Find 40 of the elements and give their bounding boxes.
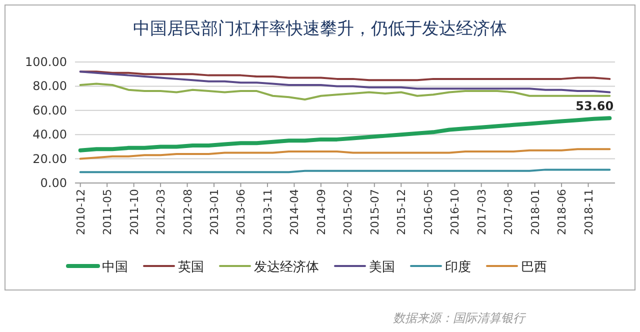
legend-label: 美国 — [369, 259, 395, 275]
y-tick-label: 80.00 — [32, 79, 67, 94]
x-tick-label: 2011-05 — [101, 189, 114, 235]
x-tick-label: 2016-05 — [422, 189, 435, 235]
y-tick-label: 0.00 — [40, 176, 67, 190]
x-tick-label: 2013-01 — [208, 189, 222, 235]
x-tick-label: 2017-08 — [502, 189, 516, 235]
x-tick-label: 2018-01 — [528, 189, 542, 235]
x-tick-label: 2017-03 — [475, 189, 488, 235]
x-tick-label: 2018-06 — [556, 189, 569, 235]
line-series — [79, 70, 611, 94]
x-tick-label: 2015-02 — [342, 189, 355, 235]
legend-label: 中国 — [102, 260, 128, 275]
y-tick-label: 20.00 — [32, 152, 67, 166]
annotation: 53.60 — [576, 99, 614, 114]
x-tick-label: 2013-06 — [234, 189, 248, 235]
legend-label: 英国 — [178, 260, 204, 275]
x-tick-label: 2018-11 — [582, 189, 596, 235]
source-note: 数据来源：国际清算银行 — [393, 311, 527, 325]
chart-title: 中国居民部门杠杆率快速攀升，仍低于发达经济体 — [133, 19, 507, 39]
legend-label: 发达经济体 — [254, 260, 319, 275]
line-series — [79, 148, 611, 160]
x-tick-label: 2011-10 — [128, 189, 141, 235]
x-tick-label: 2010-12 — [74, 189, 88, 235]
x-tick-label: 2013-11 — [261, 189, 274, 235]
x-tick-label: 2014-09 — [314, 189, 328, 235]
x-tick-label: 2012-03 — [154, 189, 168, 235]
line-series — [79, 70, 611, 82]
x-tick-label: 2015-12 — [395, 189, 408, 235]
x-tick-label: 2016-10 — [448, 189, 462, 235]
y-tick-label: 60.00 — [32, 103, 67, 118]
y-tick-label: 40.00 — [32, 128, 67, 142]
legend-label: 印度 — [445, 259, 471, 275]
line-series — [78, 116, 612, 152]
x-tick-label: 2015-07 — [368, 189, 382, 235]
legend-label: 巴西 — [521, 260, 547, 275]
x-tick-label: 2014-04 — [288, 189, 302, 235]
y-tick-label: 100.00 — [25, 55, 67, 69]
x-tick-label: 2012-08 — [181, 189, 194, 235]
line-series — [79, 82, 611, 101]
